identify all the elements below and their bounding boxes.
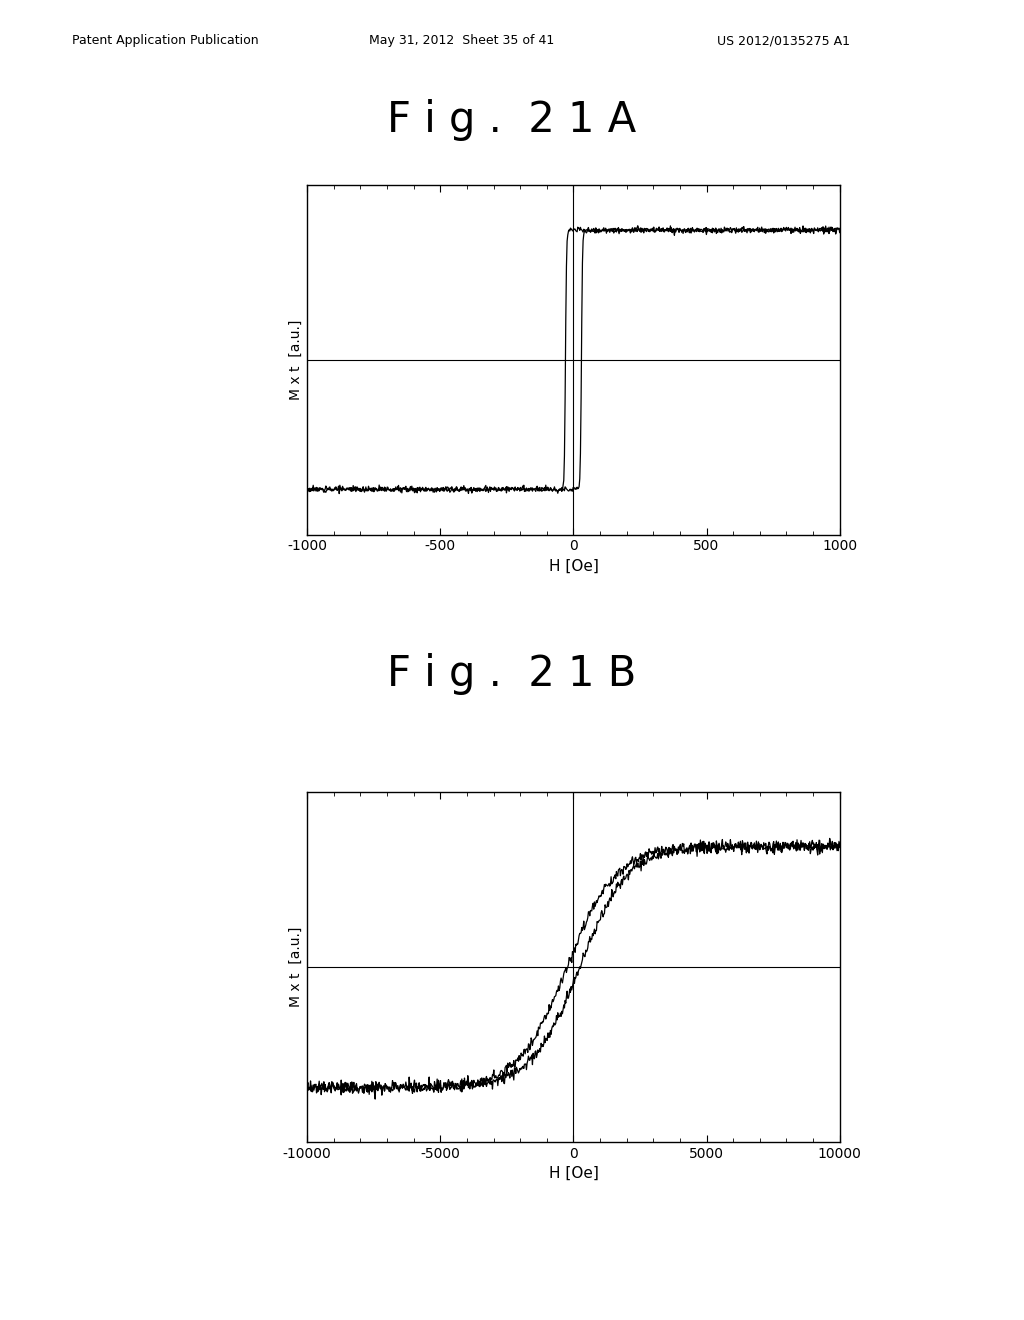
Text: Patent Application Publication: Patent Application Publication	[72, 34, 258, 48]
Text: F i g .  2 1 B: F i g . 2 1 B	[387, 653, 637, 696]
Y-axis label: M x t  [a.u.]: M x t [a.u.]	[289, 927, 303, 1007]
Text: May 31, 2012  Sheet 35 of 41: May 31, 2012 Sheet 35 of 41	[369, 34, 554, 48]
X-axis label: H [Oe]: H [Oe]	[549, 558, 598, 574]
Text: F i g .  2 1 A: F i g . 2 1 A	[387, 99, 637, 141]
Y-axis label: M x t  [a.u.]: M x t [a.u.]	[289, 319, 303, 400]
Text: US 2012/0135275 A1: US 2012/0135275 A1	[717, 34, 850, 48]
X-axis label: H [Oe]: H [Oe]	[549, 1166, 598, 1181]
